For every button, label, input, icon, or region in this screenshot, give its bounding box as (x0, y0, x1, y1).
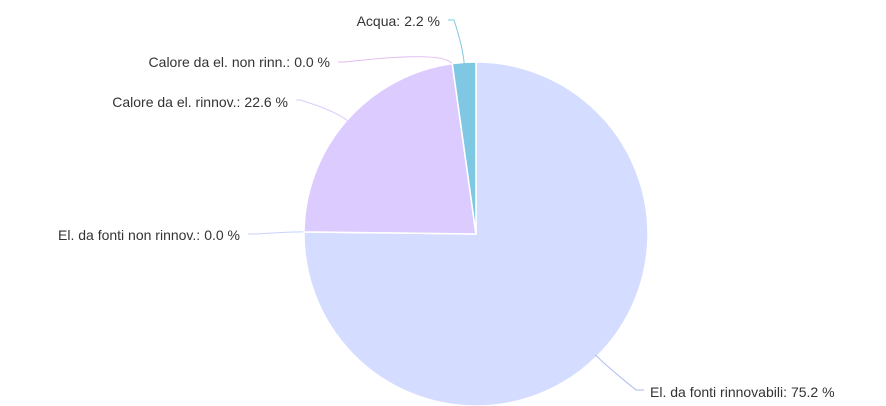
slice-value-label: 22.6 % (244, 94, 288, 110)
slice-value-label: 2.2 % (404, 13, 440, 29)
slice-category: Acqua: (357, 13, 401, 29)
slice-label: El. da fonti non rinnov.: 0.0 % (58, 227, 240, 243)
slice-category: El. da fonti non rinnov.: (58, 227, 200, 243)
label-connector (448, 19, 465, 65)
slice-label: Calore da el. rinnov.: 22.6 % (112, 94, 288, 110)
label-connector (595, 354, 644, 391)
slice-category: El. da fonti rinnovabili: (650, 384, 787, 400)
label-connector (248, 231, 307, 235)
slice-category: Calore da el. rinnov.: (112, 94, 240, 110)
label-connector (296, 99, 349, 122)
slice-category: Calore da el. non rinn.: (149, 54, 291, 70)
label-connector (338, 56, 454, 66)
slice-label: Acqua: 2.2 % (357, 13, 440, 29)
slice-value-label: 0.0 % (204, 227, 240, 243)
slice-label: El. da fonti rinnovabili: 75.2 % (650, 384, 835, 400)
slice-value-label: 0.0 % (294, 54, 330, 70)
pie-slice (303, 62, 477, 235)
slice-label: Calore da el. non rinn.: 0.0 % (149, 54, 330, 70)
slice-value-label: 75.2 % (791, 384, 835, 400)
